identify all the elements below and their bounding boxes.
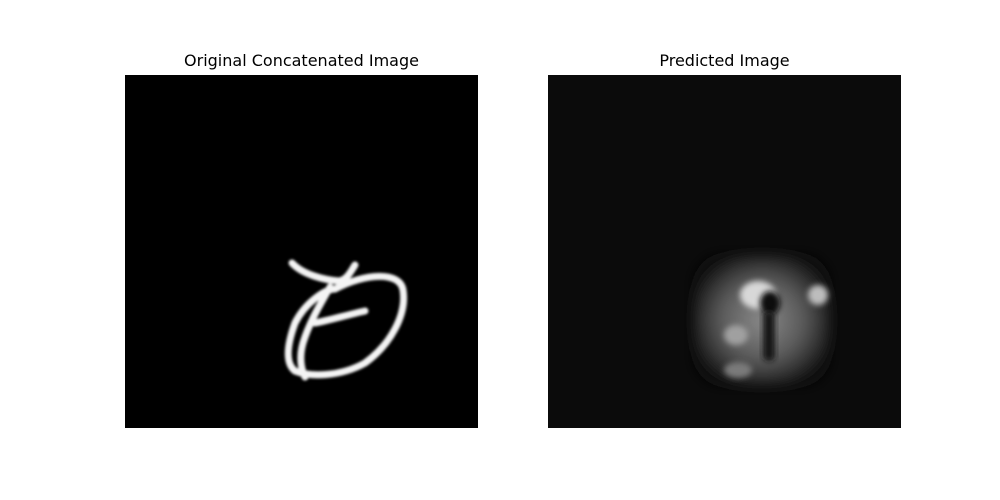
predicted-image-title: Predicted Image bbox=[659, 51, 790, 70]
original-concatenated-image bbox=[125, 75, 478, 428]
original-image-title: Original Concatenated Image bbox=[184, 51, 419, 70]
blurred-prediction-image bbox=[548, 75, 901, 428]
predicted-image bbox=[548, 75, 901, 428]
handwritten-digit-image bbox=[125, 75, 478, 428]
